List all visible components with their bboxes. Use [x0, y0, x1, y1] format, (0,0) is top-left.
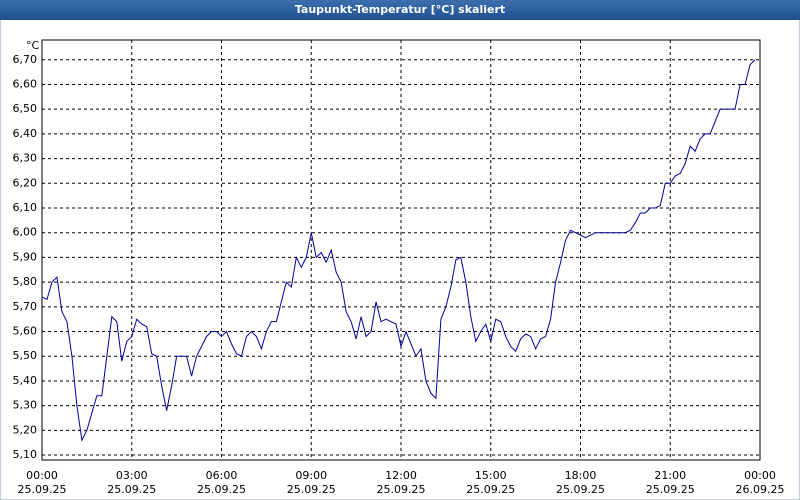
- y-tick-label: 5,20: [13, 423, 38, 436]
- y-tick-label: 6,20: [13, 176, 38, 189]
- x-tick-label: 12:00: [385, 469, 417, 482]
- x-tick-label: 21:00: [654, 469, 686, 482]
- y-tick-label: 5,80: [13, 275, 38, 288]
- y-tick-label: 5,50: [13, 349, 38, 362]
- x-tick-date: 26.09.25: [736, 483, 785, 496]
- y-tick-label: 6,50: [13, 102, 38, 115]
- x-tick-date: 25.09.25: [107, 483, 156, 496]
- y-tick-label: 6,30: [13, 152, 38, 165]
- x-tick-date: 25.09.25: [556, 483, 605, 496]
- x-tick-label: 15:00: [475, 469, 507, 482]
- chart-title: Taupunkt-Temperatur [°C] skaliert: [295, 3, 505, 16]
- title-bar: [0, 0, 800, 20]
- x-tick-label: 00:00: [744, 469, 776, 482]
- x-tick-label: 00:00: [26, 469, 58, 482]
- y-tick-label: 6,60: [13, 77, 38, 90]
- x-tick-date: 25.09.25: [466, 483, 515, 496]
- y-tick-label: 6,70: [13, 53, 38, 66]
- y-tick-label: 5,30: [13, 399, 38, 412]
- data-line: [41, 59, 756, 442]
- y-tick-label: 5,40: [13, 374, 38, 387]
- x-tick-date: 25.09.25: [197, 483, 246, 496]
- x-tick-label: 18:00: [565, 469, 597, 482]
- y-unit: °C: [26, 39, 40, 52]
- y-tick-label: 5,70: [13, 300, 38, 313]
- x-tick-date: 25.09.25: [377, 483, 426, 496]
- y-tick-label: 6,40: [13, 127, 38, 140]
- y-tick-label: 6,10: [13, 201, 38, 214]
- y-tick-label: 5,60: [13, 325, 38, 338]
- y-tick-label: 6,00: [13, 226, 38, 239]
- x-tick-label: 06:00: [206, 469, 238, 482]
- x-tick-date: 25.09.25: [18, 483, 67, 496]
- x-tick-date: 25.09.25: [287, 483, 336, 496]
- x-tick-date: 25.09.25: [646, 483, 695, 496]
- x-tick-label: 03:00: [116, 469, 148, 482]
- x-tick-label: 09:00: [295, 469, 327, 482]
- y-tick-label: 5,10: [13, 448, 38, 461]
- y-tick-label: 5,90: [13, 250, 38, 263]
